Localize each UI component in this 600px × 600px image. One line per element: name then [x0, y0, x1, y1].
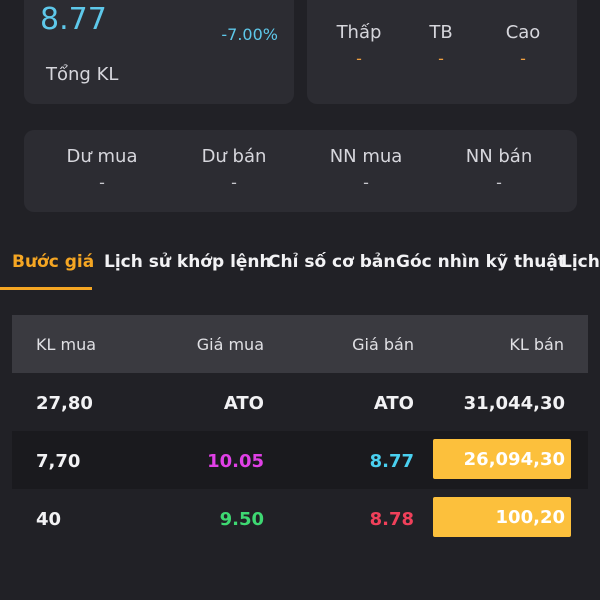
bid-price: ATO	[223, 393, 264, 414]
ask-volume-highlight: 26,094,30	[433, 439, 571, 479]
high-label: Cao	[505, 22, 541, 43]
foreign-buy-label: NN mua	[329, 146, 403, 167]
sell-surplus-label: Dư bán	[201, 146, 267, 167]
ask-volume: 31,044,30	[463, 393, 565, 414]
low-label: Thấp	[336, 22, 382, 43]
ask-volume-highlight: 100,20	[433, 497, 571, 537]
avg-value: -	[438, 49, 444, 68]
buy-surplus-label: Dư mua	[66, 146, 138, 167]
bid-volume: 7,70	[36, 451, 81, 472]
tab-price-step[interactable]: Bước giá	[12, 252, 95, 272]
buy-surplus-stat: Dư mua -	[64, 146, 140, 192]
price-summary-card: 8.77 -7.00% Tổng KL	[24, 0, 294, 104]
table-row[interactable]: 40 9.50 8.78 100,20	[12, 489, 588, 547]
active-tab-indicator	[0, 287, 92, 290]
header-ask-price: Giá bán	[352, 335, 414, 354]
foreign-sell-label: NN bán	[465, 146, 533, 167]
tab-technical-view[interactable]: Góc nhìn kỹ thuật	[396, 252, 566, 272]
sell-surplus-stat: Dư bán -	[198, 146, 270, 192]
bid-volume: 40	[36, 509, 62, 530]
current-price: 8.77	[40, 2, 107, 37]
sell-surplus-value: -	[231, 173, 237, 192]
high-stat: Cao -	[503, 22, 543, 68]
tab-match-history[interactable]: Lịch sử khớp lệnh	[104, 252, 272, 272]
table-row[interactable]: 7,70 10.05 8.77 26,094,30	[12, 431, 588, 489]
foreign-buy-stat: NN mua -	[328, 146, 404, 192]
avg-label: TB	[429, 22, 453, 43]
tab-history-more[interactable]: Lịch s	[561, 252, 600, 272]
table-row[interactable]: 27,80 ATO ATO 31,044,30	[12, 373, 588, 431]
ask-volume: 100,20	[495, 507, 565, 528]
order-book-header: KL mua Giá mua Giá bán KL bán	[12, 315, 588, 373]
surplus-foreign-card: Dư mua - Dư bán - NN mua - NN bán -	[24, 130, 577, 212]
foreign-sell-stat: NN bán -	[464, 146, 534, 192]
tab-fundamentals[interactable]: Chỉ số cơ bản	[268, 252, 396, 272]
header-ask-volume: KL bán	[509, 335, 564, 354]
price-range-card: Thấp - TB - Cao -	[307, 0, 577, 104]
detail-tabs: Bước giá Lịch sử khớp lệnh Chỉ số cơ bản…	[0, 248, 600, 292]
bid-volume: 27,80	[36, 393, 93, 414]
total-volume-label: Tổng KL	[46, 64, 119, 85]
high-value: -	[520, 49, 526, 68]
foreign-buy-value: -	[363, 173, 369, 192]
bid-price: 9.50	[219, 509, 264, 530]
ask-price: 8.77	[369, 451, 414, 472]
header-bid-price: Giá mua	[196, 335, 264, 354]
bid-price: 10.05	[207, 451, 264, 472]
foreign-sell-value: -	[496, 173, 502, 192]
ask-price: 8.78	[369, 509, 414, 530]
ask-volume: 26,094,30	[463, 449, 565, 470]
header-bid-volume: KL mua	[36, 335, 97, 354]
buy-surplus-value: -	[99, 173, 105, 192]
low-value: -	[356, 49, 362, 68]
low-stat: Thấp -	[331, 22, 387, 68]
price-change-percent: -7.00%	[221, 25, 278, 44]
avg-stat: TB -	[423, 22, 459, 68]
ask-price: ATO	[373, 393, 414, 414]
